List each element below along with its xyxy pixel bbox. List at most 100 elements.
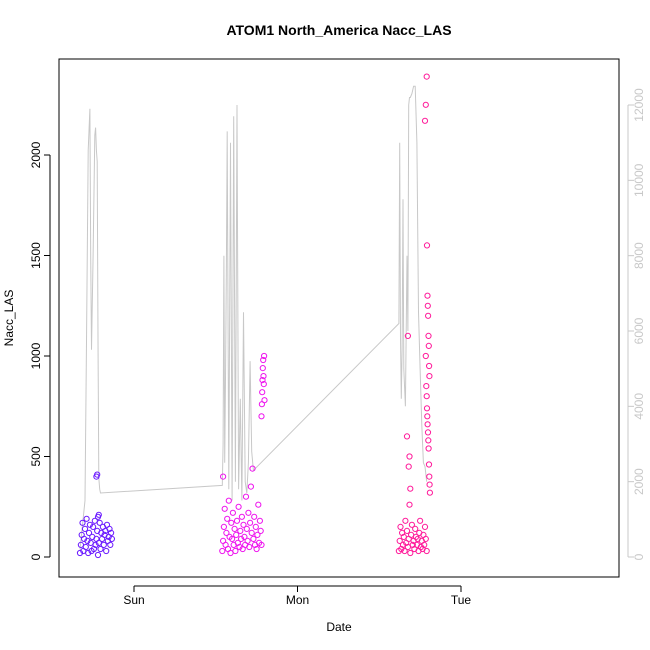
- data-point: [406, 453, 413, 460]
- data-point: [396, 537, 403, 545]
- data-point: [246, 543, 253, 551]
- data-point: [425, 445, 432, 452]
- data-point: [250, 535, 257, 543]
- data-point: [82, 543, 89, 551]
- y-right-tick-label: 0: [632, 553, 646, 560]
- data-point: [220, 523, 227, 531]
- data-point: [100, 541, 107, 549]
- data-point: [220, 473, 227, 480]
- data-point: [237, 527, 244, 535]
- data-point: [249, 465, 256, 472]
- data-point: [79, 519, 86, 526]
- data-point: [260, 381, 267, 388]
- data-point: [402, 517, 409, 524]
- data-point: [424, 421, 431, 428]
- x-axis-label: Date: [326, 620, 352, 634]
- data-point: [424, 302, 431, 309]
- data-point: [241, 533, 248, 541]
- data-point: [260, 356, 267, 364]
- data-point: [85, 549, 92, 557]
- data-point: [107, 541, 114, 549]
- data-point: [260, 373, 267, 380]
- data-point: [225, 497, 232, 504]
- data-point: [81, 525, 89, 533]
- data-point: [231, 525, 238, 533]
- data-point: [84, 537, 91, 545]
- data-point: [251, 513, 258, 520]
- data-point: [85, 529, 93, 537]
- data-point: [247, 483, 254, 490]
- data-point: [76, 549, 84, 557]
- data-point: [403, 433, 411, 440]
- data-point: [245, 509, 252, 516]
- data-point: [406, 501, 413, 508]
- data-point: [258, 541, 265, 549]
- data-point: [423, 405, 431, 412]
- data-point: [92, 541, 99, 549]
- data-point: [417, 517, 424, 524]
- scatter-points: [76, 73, 433, 559]
- data-point: [421, 523, 429, 531]
- data-point: [422, 352, 429, 360]
- y-axis-label: Nacc_LAS: [2, 290, 16, 347]
- data-point: [404, 332, 411, 339]
- data-point: [426, 489, 433, 496]
- data-point: [259, 377, 266, 384]
- data-point: [235, 503, 242, 510]
- data-point: [219, 547, 226, 555]
- data-point: [397, 523, 404, 531]
- data-point: [425, 312, 432, 319]
- data-point: [233, 531, 240, 539]
- data-point: [399, 541, 407, 549]
- data-point: [108, 529, 115, 537]
- axes: 0 500 1000 1500 2000 0 2000 4000 6000 8000 10000 12…: [29, 88, 646, 607]
- data-point: [248, 529, 255, 537]
- y-right-tick-label: 2000: [632, 468, 646, 495]
- data-point: [422, 101, 429, 108]
- data-point: [422, 535, 429, 543]
- data-point: [426, 362, 433, 370]
- data-point: [95, 539, 102, 547]
- data-point: [261, 352, 268, 360]
- data-point: [229, 535, 236, 543]
- data-point: [425, 332, 432, 339]
- y-tick-label: 2000: [29, 141, 43, 168]
- data-point: [242, 493, 250, 500]
- data-point: [425, 342, 432, 349]
- data-point: [77, 541, 85, 549]
- data-point: [261, 397, 268, 404]
- chart-title: ATOM1 North_America Nacc_LAS: [226, 22, 451, 38]
- data-point: [407, 549, 414, 557]
- data-point: [425, 437, 432, 444]
- data-point: [106, 525, 113, 533]
- data-point: [423, 242, 431, 249]
- y-tick-label: 0: [29, 553, 43, 560]
- data-point: [236, 543, 243, 551]
- data-point: [90, 523, 97, 531]
- right-axis-series-line: [79, 85, 428, 550]
- data-point: [421, 117, 429, 124]
- data-point: [94, 471, 101, 478]
- data-point: [103, 547, 110, 555]
- data-point: [401, 547, 408, 555]
- data-point: [252, 523, 259, 531]
- data-point: [223, 529, 230, 537]
- y-tick-label: 1500: [29, 242, 43, 269]
- series-line-right: [79, 85, 428, 550]
- data-point: [96, 519, 103, 526]
- y-tick-label: 500: [29, 446, 43, 466]
- data-point: [95, 511, 102, 518]
- y-right-tick-label: 8000: [632, 242, 646, 269]
- data-point: [259, 365, 266, 372]
- data-point: [253, 545, 260, 553]
- data-point: [254, 531, 261, 539]
- data-point: [426, 481, 433, 488]
- data-point: [244, 537, 251, 545]
- x-tick-label: Sun: [123, 593, 144, 607]
- y-right-tick-label: 6000: [632, 317, 646, 344]
- y-right-tick-label: 10000: [632, 163, 646, 197]
- y-tick-label: 1000: [29, 342, 43, 369]
- data-point: [424, 292, 431, 299]
- data-point: [424, 413, 431, 420]
